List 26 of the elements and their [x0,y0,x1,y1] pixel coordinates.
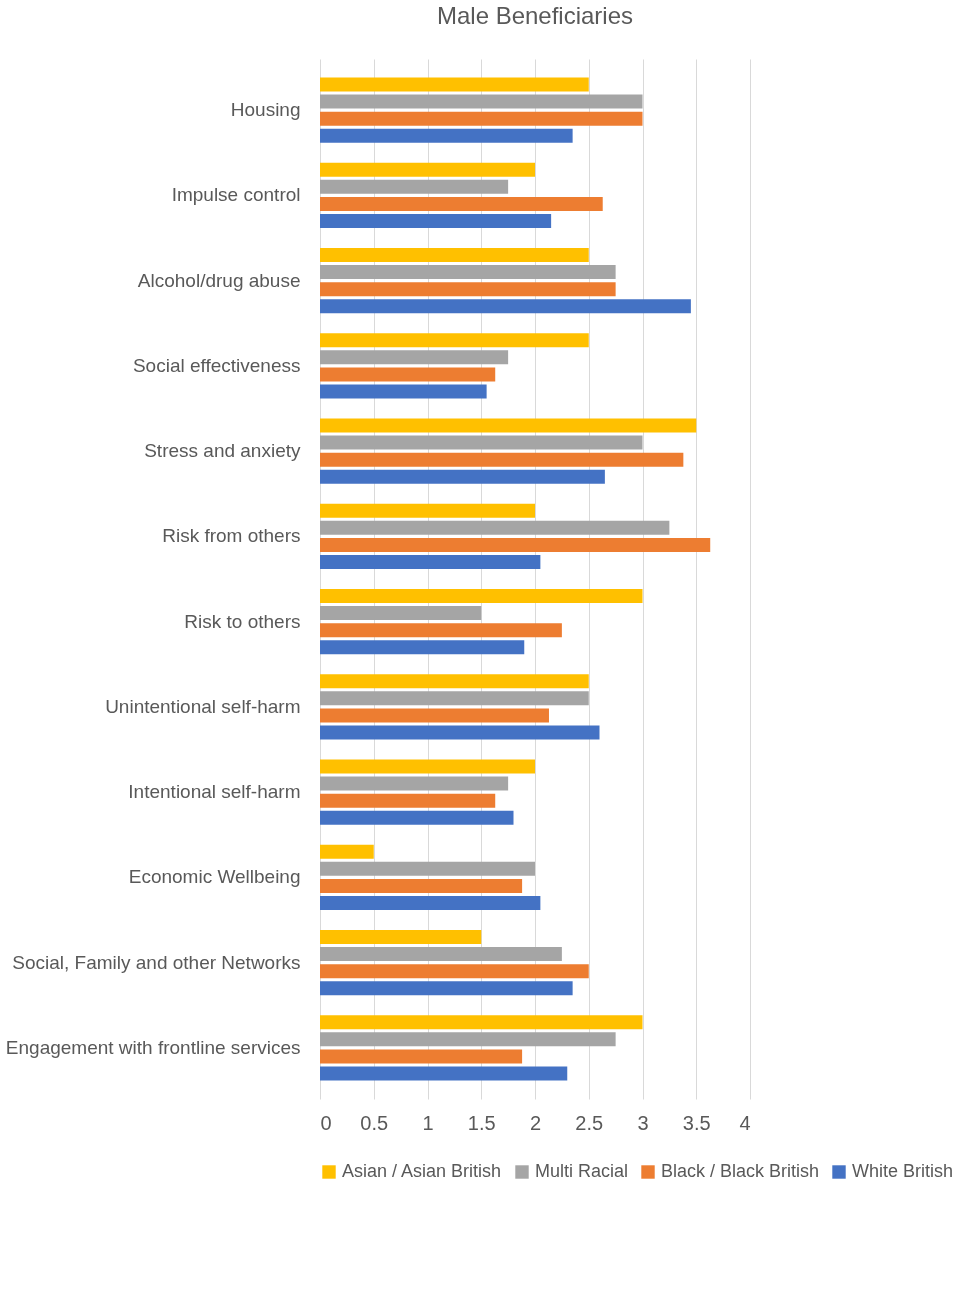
chart-title: Male Beneficiaries [436,2,634,29]
y-tick-label: Intentional self-harm [128,781,301,803]
legend-label: Black / Black British [661,1161,820,1181]
x-tick-label: 4 [739,1111,751,1134]
y-tick-label: Unintentional self-harm [105,695,301,717]
y-tick-label: Economic Wellbeing [128,866,301,888]
x-tick-label: 2.5 [575,1111,604,1134]
y-tick-label: Social effectiveness [132,354,301,376]
x-tick-label: 3.5 [682,1111,711,1134]
x-tick-label: 0 [320,1111,332,1134]
legend-label: White British [852,1161,954,1181]
y-tick-label: Stress and anxiety [144,440,301,462]
x-tick-label: 1 [422,1111,434,1134]
y-tick-label: Risk to others [184,610,301,632]
y-tick-label: Impulse control [171,184,301,206]
y-tick-label: Housing [230,99,301,121]
y-tick-label: Engagement with frontline services [5,1036,301,1058]
x-tick-label: 2 [529,1111,542,1134]
legend-label: Multi Racial [535,1161,629,1181]
x-tick-label: 0.5 [360,1111,389,1134]
legend-label: Asian / Asian British [342,1161,502,1181]
x-tick-label: 3 [637,1111,649,1134]
y-tick-label: Social, Family and other Networks [12,951,301,973]
y-tick-label: Risk from others [162,525,301,547]
y-tick-label: Alcohol/drug abuse [137,269,301,291]
x-tick-label: 1.5 [467,1111,496,1134]
